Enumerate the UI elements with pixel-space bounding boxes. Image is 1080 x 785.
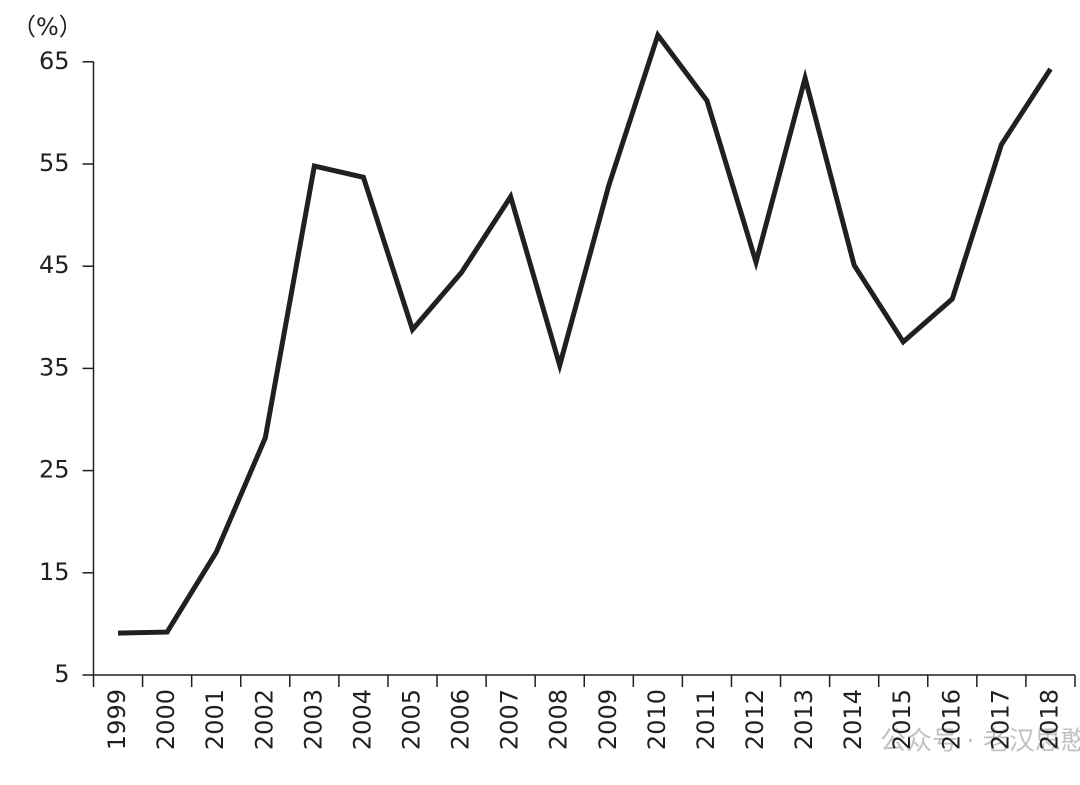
y-tick-label: 65: [39, 47, 70, 75]
x-tick-label: 2009: [594, 689, 622, 750]
x-tick-label: 2013: [790, 689, 818, 750]
y-tick-label: 45: [39, 251, 70, 279]
x-tick-label: 2015: [888, 689, 916, 750]
y-tick-label: 5: [54, 660, 69, 688]
x-tick-label: 2016: [937, 689, 965, 750]
x-tick-label: 2002: [250, 689, 278, 750]
x-tick-label: 2006: [447, 689, 475, 750]
x-tick-label: 2003: [299, 689, 327, 750]
y-tick-label: 25: [39, 456, 70, 484]
y-tick-label: 15: [39, 558, 70, 586]
x-tick-label: 2012: [741, 689, 769, 750]
x-tick-label: 2000: [152, 689, 180, 750]
x-tick-label: 2004: [348, 689, 376, 750]
x-tick-label: 2018: [1035, 689, 1063, 750]
x-tick-label: 2014: [839, 689, 867, 750]
line: [117, 29, 1053, 636]
watermark: 公众号 · 老汉思憨123: [880, 727, 1080, 757]
x-tick-label: 2010: [643, 689, 671, 750]
x-tick-label: 1999: [103, 689, 131, 750]
x-tick-label: 2001: [201, 689, 229, 750]
x-tick-label: 2005: [397, 689, 425, 750]
unit-label: （%）: [12, 13, 83, 41]
x-tick-label: 2017: [986, 689, 1014, 750]
x-tick-label: 2007: [496, 689, 524, 750]
y-tick-label: 55: [39, 149, 70, 177]
x-tick-label: 2011: [692, 689, 720, 750]
x-tick-label: 2008: [545, 689, 573, 750]
y-tick-label: 35: [39, 353, 70, 381]
